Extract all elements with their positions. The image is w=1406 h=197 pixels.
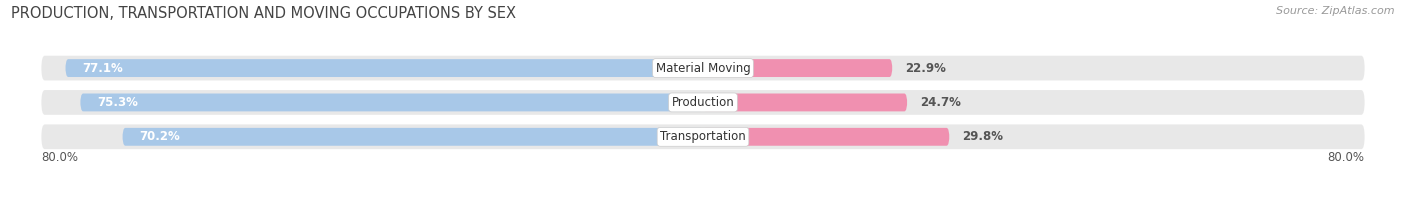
FancyBboxPatch shape: [703, 94, 907, 111]
FancyBboxPatch shape: [122, 128, 703, 146]
Text: 77.1%: 77.1%: [82, 62, 122, 75]
Text: 80.0%: 80.0%: [41, 151, 79, 164]
Text: Transportation: Transportation: [661, 130, 745, 143]
FancyBboxPatch shape: [703, 59, 893, 77]
Text: Production: Production: [672, 96, 734, 109]
FancyBboxPatch shape: [703, 128, 949, 146]
Legend: Male, Female: Male, Female: [640, 194, 766, 197]
FancyBboxPatch shape: [65, 59, 703, 77]
Text: 24.7%: 24.7%: [920, 96, 960, 109]
Text: Material Moving: Material Moving: [655, 62, 751, 75]
FancyBboxPatch shape: [41, 125, 1365, 149]
FancyBboxPatch shape: [80, 94, 703, 111]
Text: PRODUCTION, TRANSPORTATION AND MOVING OCCUPATIONS BY SEX: PRODUCTION, TRANSPORTATION AND MOVING OC…: [11, 6, 516, 21]
Text: 70.2%: 70.2%: [139, 130, 180, 143]
Text: 29.8%: 29.8%: [962, 130, 1002, 143]
Text: Source: ZipAtlas.com: Source: ZipAtlas.com: [1277, 6, 1395, 16]
FancyBboxPatch shape: [41, 56, 1365, 80]
Text: 22.9%: 22.9%: [905, 62, 946, 75]
Text: 80.0%: 80.0%: [1327, 151, 1365, 164]
FancyBboxPatch shape: [41, 90, 1365, 115]
Text: 75.3%: 75.3%: [97, 96, 138, 109]
